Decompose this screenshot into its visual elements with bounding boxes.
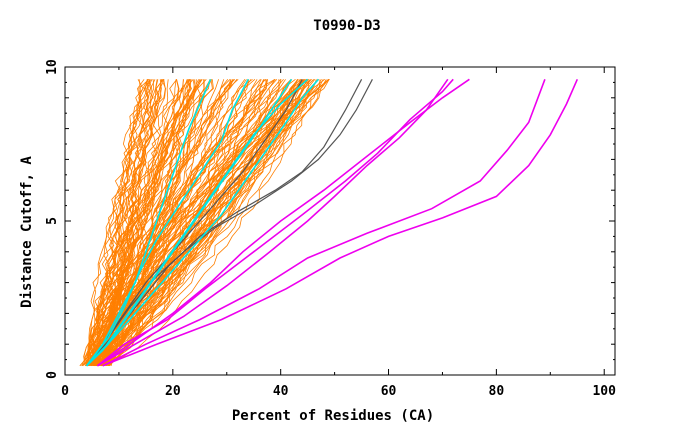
orange-model-line [100,79,258,367]
orange-model-line [89,79,149,366]
cyan-model-line [85,78,250,367]
magenta-model-line [96,78,470,367]
magenta-model-line [102,79,546,367]
x-tick-label: 20 [165,384,181,399]
orange-model-line [92,79,268,367]
gray-model-line [86,79,303,367]
orange-model-line [102,79,267,366]
orange-model-line [102,79,299,367]
orange-model-line [96,79,149,366]
x-tick-label: 0 [61,384,69,399]
y-tick-label: 10 [45,59,60,75]
orange-model-line [102,79,304,367]
chart-title: T0990-D3 [313,18,380,34]
orange-model-line [91,79,177,367]
orange-model-line [88,79,268,366]
cyan-model-line [86,78,293,367]
orange-model-line [107,79,317,367]
orange-model-line [92,79,302,367]
orange-model-line [103,79,192,366]
series-lines-group [85,78,579,367]
orange-model-line [79,79,197,367]
orange-model-line [92,79,149,366]
magenta-model-line [96,78,454,367]
orange-model-line [100,79,324,367]
cyan-model-line [85,78,212,367]
cyan-model-line [86,78,320,367]
orange-model-line [107,79,207,367]
y-axis-label: Distance Cutoff, A [19,156,35,308]
orange-model-line [100,78,276,366]
x-tick-label: 60 [381,384,397,399]
orange-model-line [89,79,153,366]
gray-model-line [86,79,363,367]
x-tick-label: 80 [489,384,505,399]
cyan-model-line [86,78,309,367]
orange-model-line [96,79,309,367]
magenta-model-line [97,78,449,367]
x-tick-label: 100 [592,384,616,399]
gray-model-line [86,79,373,367]
y-tick-label: 0 [45,371,60,379]
axes: 0 20 40 60 80 100 0 5 10 [45,59,616,399]
magenta-model-line [102,78,579,367]
orange-model-line [95,79,308,367]
x-tick-label: 40 [273,384,289,399]
orange-model-line [108,79,239,367]
orange-model-line [87,79,150,366]
x-axis-label: Percent of Residues (CA) [232,408,434,424]
orange-model-line [104,79,154,366]
y-tick-label: 5 [45,217,60,225]
orange-model-line [87,79,196,366]
orange-model-line [99,79,229,366]
orange-model-line [90,79,144,367]
